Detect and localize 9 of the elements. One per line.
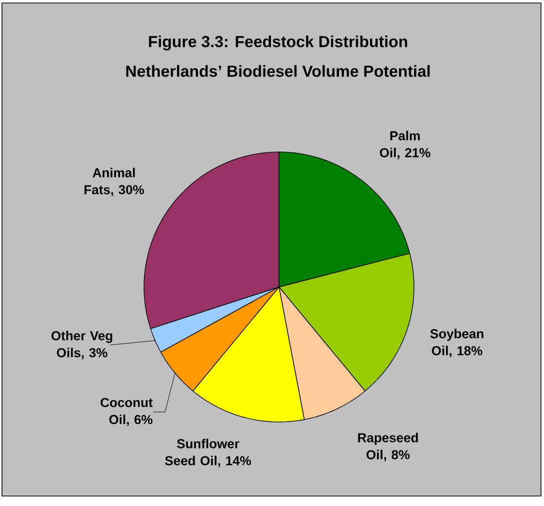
slice-label: Rapeseed Oil, 8% bbox=[358, 432, 418, 462]
slice-label: Coconut Oil, 6% bbox=[100, 398, 153, 426]
slice-label: Animal Fats, 30% bbox=[84, 168, 144, 196]
slice-label: Palm Oil, 21% bbox=[380, 130, 430, 160]
slice-label: Other Veg Oils, 3% bbox=[51, 330, 112, 360]
slice-label: Sunflower Seed Oil, 14% bbox=[165, 438, 252, 468]
slice-label: Soybean Oil, 18% bbox=[430, 328, 484, 358]
chart-title: Figure 3.3: Feedstock Distribution bbox=[148, 36, 408, 50]
chart-subtitle: Netherlands’ Biodiesel Volume Potential bbox=[126, 65, 430, 77]
